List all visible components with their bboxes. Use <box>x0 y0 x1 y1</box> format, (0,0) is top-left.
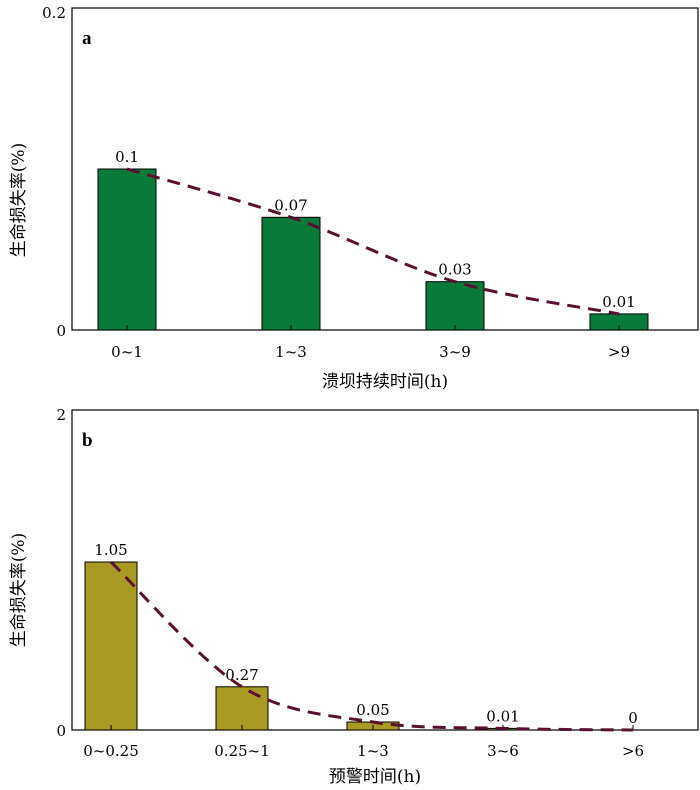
data-label-group: 1.05 0.27 0.05 0.01 0 <box>94 541 637 727</box>
x-tick-label: >9 <box>608 343 630 361</box>
data-label: 0.05 <box>356 701 389 719</box>
x-tick-label: 3~9 <box>439 343 471 361</box>
bar-1 <box>84 561 138 731</box>
trend-line <box>126 167 620 316</box>
data-label-group: 0.1 0.07 0.03 0.01 <box>115 148 636 311</box>
x-axis-label: 溃坝持续时间(h) <box>322 372 448 392</box>
data-label: 0.03 <box>438 261 471 279</box>
y-tick-label-zero: 0 <box>56 722 66 740</box>
y-axis-label: 生命损失率(%) <box>9 533 29 647</box>
x-tick-label: 0.25~1 <box>214 742 270 760</box>
data-label: 0 <box>628 709 638 727</box>
plot-frame <box>71 7 699 331</box>
data-label: 0.1 <box>115 148 139 166</box>
bar-2 <box>215 686 269 731</box>
bar-3 <box>425 281 485 331</box>
y-tick-label-max: 2 <box>56 406 66 424</box>
x-tick-label: 0~0.25 <box>83 742 139 760</box>
x-tick-label: 1~3 <box>275 343 307 361</box>
data-label: 0.01 <box>486 707 519 725</box>
x-tick-label: >6 <box>622 742 644 760</box>
bar-2 <box>261 216 321 331</box>
x-tick-group: 0~1 1~3 3~9 >9 <box>111 325 630 361</box>
chart-panel-b: b 2 0 生命损失率(%) 预警时间(h) 0~0.25 0.25~1 1~3 3~… <box>9 406 699 787</box>
y-tick-label-zero: 0 <box>56 322 66 340</box>
x-axis-label: 预警时间(h) <box>329 767 421 787</box>
x-tick-label: 0~1 <box>111 343 143 361</box>
plot-frame <box>71 409 699 731</box>
y-axis-label: 生命损失率(%) <box>9 143 29 257</box>
x-tick-group: 0~0.25 0.25~1 1~3 3~6 >6 <box>83 725 644 760</box>
data-label: 0.07 <box>274 196 307 214</box>
x-tick-label: 1~3 <box>357 742 389 760</box>
y-tick-label-max: 0.2 <box>42 4 66 22</box>
bar-group <box>84 561 530 731</box>
panel-label: b <box>82 430 93 451</box>
chart-panel-a: a 0.2 0 生命损失率(%) 溃坝持续时间(h) 0~1 1~3 3~9 >9 0… <box>9 4 699 392</box>
data-label: 1.05 <box>94 541 127 559</box>
x-tick-label: 3~6 <box>487 742 519 760</box>
panel-label: a <box>82 28 92 49</box>
bar-1 <box>97 168 157 331</box>
data-label: 0.27 <box>225 666 258 684</box>
data-label: 0.01 <box>602 293 635 311</box>
trend-line <box>109 560 634 732</box>
